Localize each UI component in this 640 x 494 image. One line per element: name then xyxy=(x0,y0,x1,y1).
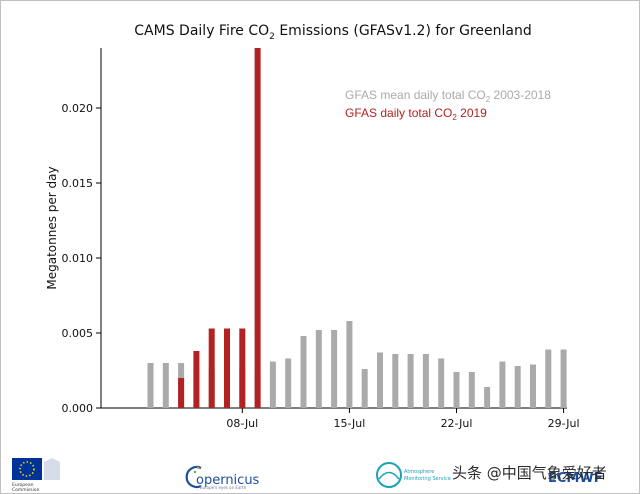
bar-mean xyxy=(407,354,414,408)
bar-mean xyxy=(331,330,338,408)
watermark: 头条 @中国气象爱好者 xyxy=(452,464,607,482)
copernicus-logo: opernicus Europe's eyes on Earth xyxy=(185,465,260,490)
bar-2019 xyxy=(208,328,215,408)
cams-globe-icon xyxy=(376,462,402,488)
y-tick-label: 0.000 xyxy=(62,402,94,415)
bar-mean xyxy=(468,372,475,408)
bar-mean xyxy=(162,363,169,408)
bar-mean xyxy=(147,363,154,408)
plot-area: 0.000 0.005 0.010 0.015 0.020 08-Jul 15-Jul 22… xyxy=(62,48,580,430)
legend-entry-mean: GFAS mean daily total CO2 2003-2018 xyxy=(345,88,551,104)
y-tick-label: 0.005 xyxy=(62,327,94,340)
bar-2019 xyxy=(224,328,230,408)
cams-line-1: Atmosphere xyxy=(404,469,434,475)
bar-mean xyxy=(438,358,445,408)
legend-entry-2019: GFAS daily total CO2 2019 xyxy=(345,106,487,122)
bar-mean xyxy=(346,321,353,408)
chart-title-subscript: 2 xyxy=(269,32,275,42)
chart-title-part-1: CAMS Daily Fire CO xyxy=(134,23,269,39)
x-tick-label: 29-Jul xyxy=(548,417,580,430)
bar-mean xyxy=(377,352,383,408)
legend: GFAS mean daily total CO2 2003-2018 GFAS… xyxy=(345,88,551,122)
bar-mean xyxy=(514,366,521,408)
bar-mean xyxy=(484,387,491,408)
bar-mean xyxy=(560,349,567,408)
bar-mean xyxy=(269,361,276,408)
copernicus-tagline: Europe's eyes on Earth xyxy=(200,485,247,490)
bar-mean xyxy=(453,372,460,408)
y-axis-label: Megatonnes per day xyxy=(45,166,59,289)
bar-2019 xyxy=(178,378,185,408)
y-ticks: 0.000 0.005 0.010 0.015 0.020 xyxy=(62,102,101,415)
bar-mean xyxy=(285,358,292,408)
y-tick-label: 0.010 xyxy=(62,252,94,265)
bar-mean xyxy=(422,354,429,408)
x-ticks: 08-Jul 15-Jul 22-Jul 29-Jul xyxy=(226,408,580,430)
eu-label-2: Commission xyxy=(12,487,40,493)
cams-logo: Atmosphere Monitoring Service xyxy=(376,462,451,488)
ecmwf-logo: ECMWF xyxy=(548,471,603,486)
copernicus-name: opernicus xyxy=(196,473,260,488)
x-tick-label: 22-Jul xyxy=(441,417,473,430)
y-tick-label: 0.020 xyxy=(62,102,94,115)
bar-2019 xyxy=(254,48,261,408)
bar-mean xyxy=(361,369,368,408)
y-tick-label: 0.015 xyxy=(62,177,94,190)
bar-mean xyxy=(499,361,506,408)
ecmwf-label: ECMWF xyxy=(548,471,603,486)
x-tick-label: 15-Jul xyxy=(333,417,365,430)
bar-2019 xyxy=(239,328,246,408)
bar-2019 xyxy=(193,351,200,408)
chart-title: CAMS Daily Fire CO2 Emissions (GFASv1.2)… xyxy=(134,23,531,42)
chart-title-part-3: Emissions (GFASv1.2) for Greenland xyxy=(275,23,532,39)
eu-label-1: European xyxy=(12,482,34,488)
bar-mean xyxy=(315,330,322,408)
bar-mean xyxy=(300,336,307,408)
bar-mean xyxy=(545,349,552,408)
eu-flag-icon xyxy=(12,458,42,480)
bar-mean xyxy=(392,354,399,408)
bar-mean xyxy=(530,364,536,408)
cams-line-2: Monitoring Service xyxy=(404,476,451,482)
x-tick-label: 08-Jul xyxy=(226,417,258,430)
eu-commission-logo: European Commission xyxy=(12,458,60,493)
copernicus-c-icon xyxy=(185,465,202,489)
series-2019-bars xyxy=(178,48,261,408)
